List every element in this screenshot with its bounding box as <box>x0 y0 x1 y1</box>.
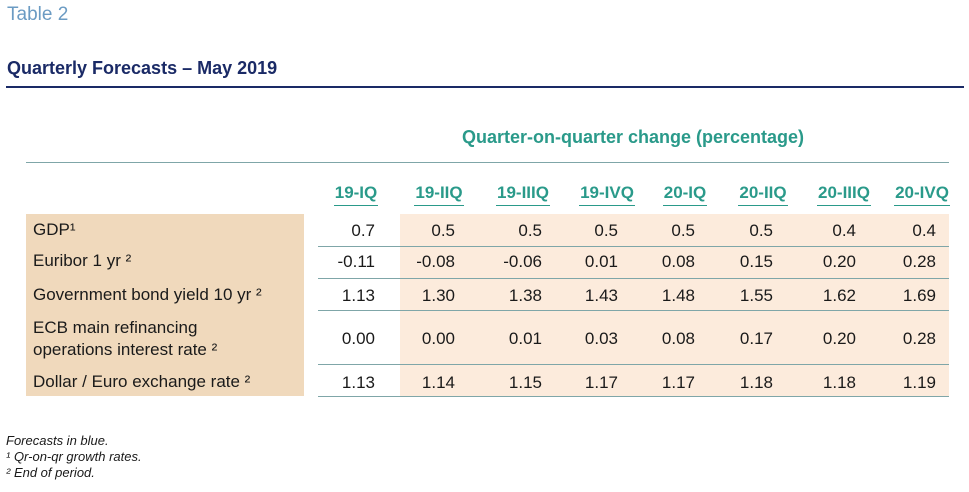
table-cell: 1.18 <box>822 373 856 392</box>
table-cell: 0.20 <box>822 252 856 271</box>
table-cell: 0.4 <box>832 221 856 240</box>
row-label-ecb-line2: operations interest rate ² <box>33 340 218 359</box>
table-cell: 0.00 <box>421 329 455 348</box>
col-head-20-iiiq: 20-IIIQ <box>806 183 882 206</box>
header-rule <box>26 162 949 163</box>
col-head-19-ivq: 19-IVQ <box>569 183 645 206</box>
col-head-19-iiq: 19-IIQ <box>401 183 477 206</box>
note-forecasts: Forecasts in blue. <box>6 433 109 448</box>
table-cell: 0.08 <box>661 252 695 271</box>
col-head-20-iq: 20-IQ <box>652 183 718 206</box>
table-cell: 0.4 <box>912 221 936 240</box>
table-cell: 1.17 <box>661 373 695 392</box>
table-cell: 0.28 <box>902 329 936 348</box>
col-head-19-iiiq: 19-IIIQ <box>484 183 562 206</box>
table-cell: -0.11 <box>337 252 376 271</box>
col-head-20-ivq: 20-IVQ <box>884 183 960 206</box>
table-cell: 0.7 <box>351 221 375 240</box>
table-cell: 0.08 <box>661 329 695 348</box>
table-cell: 1.14 <box>421 373 455 392</box>
table-cell: 1.55 <box>739 286 773 305</box>
table-cell: 0.00 <box>341 329 375 348</box>
table-cell: 1.30 <box>421 286 455 305</box>
row-rule <box>318 278 949 279</box>
table-cell: 1.48 <box>661 286 695 305</box>
table-cell: 1.13 <box>341 286 375 305</box>
table-cell: 1.17 <box>584 373 618 392</box>
row-rule <box>318 310 949 311</box>
row-label-background <box>26 214 304 396</box>
table-cell: 0.5 <box>431 221 455 240</box>
group-header: Quarter-on-quarter change (percentage) <box>461 127 805 147</box>
table-cell: 1.43 <box>584 286 618 305</box>
table-cell: 1.62 <box>822 286 856 305</box>
table-cell: -0.08 <box>416 252 455 271</box>
row-rule <box>318 396 949 397</box>
col-head-19-iq: 19-IQ <box>320 183 392 206</box>
title-divider <box>6 86 964 88</box>
footnotes: Forecasts in blue. ¹ Qr-on-qr growth rat… <box>6 433 142 481</box>
row-label-gov-bond: Government bond yield 10 yr ² <box>33 285 262 304</box>
row-label-gdp: GDP¹ <box>33 220 76 239</box>
table-cell: 1.18 <box>739 373 773 392</box>
table-cell: 1.15 <box>508 373 542 392</box>
page-title: Quarterly Forecasts – May 2019 <box>7 58 278 78</box>
note-end-of-period: ² End of period. <box>6 465 95 480</box>
table-label: Table 2 <box>7 4 69 25</box>
table-cell: 0.01 <box>584 252 618 271</box>
table-cell: -0.06 <box>503 252 542 271</box>
table-cell: 0.15 <box>739 252 773 271</box>
table-cell: 0.5 <box>594 221 618 240</box>
row-rule <box>318 246 949 247</box>
first-column-background <box>318 214 393 396</box>
table-cell: 0.5 <box>749 221 773 240</box>
table-cell: 0.01 <box>508 329 542 348</box>
table-cell: 1.19 <box>902 373 936 392</box>
col-head-20-iiq: 20-IIQ <box>725 183 801 206</box>
row-label-ecb-line1: ECB main refinancing <box>33 318 198 337</box>
table-cell: 0.03 <box>584 329 618 348</box>
table-cell: 1.69 <box>902 286 936 305</box>
table-cell: 0.17 <box>739 329 773 348</box>
note-growth-rates: ¹ Qr-on-qr growth rates. <box>6 449 142 464</box>
row-label-dollar-euro: Dollar / Euro exchange rate ² <box>33 372 251 391</box>
row-rule <box>318 364 949 365</box>
table-cell: 0.5 <box>518 221 542 240</box>
table-cell: 0.20 <box>822 329 856 348</box>
table-cell: 1.13 <box>341 373 375 392</box>
row-label-euribor: Euribor 1 yr ² <box>33 251 132 270</box>
forecast-data-background <box>400 214 949 396</box>
table-cell: 0.28 <box>902 252 936 271</box>
table-cell: 0.5 <box>671 221 695 240</box>
table-cell: 1.38 <box>508 286 542 305</box>
